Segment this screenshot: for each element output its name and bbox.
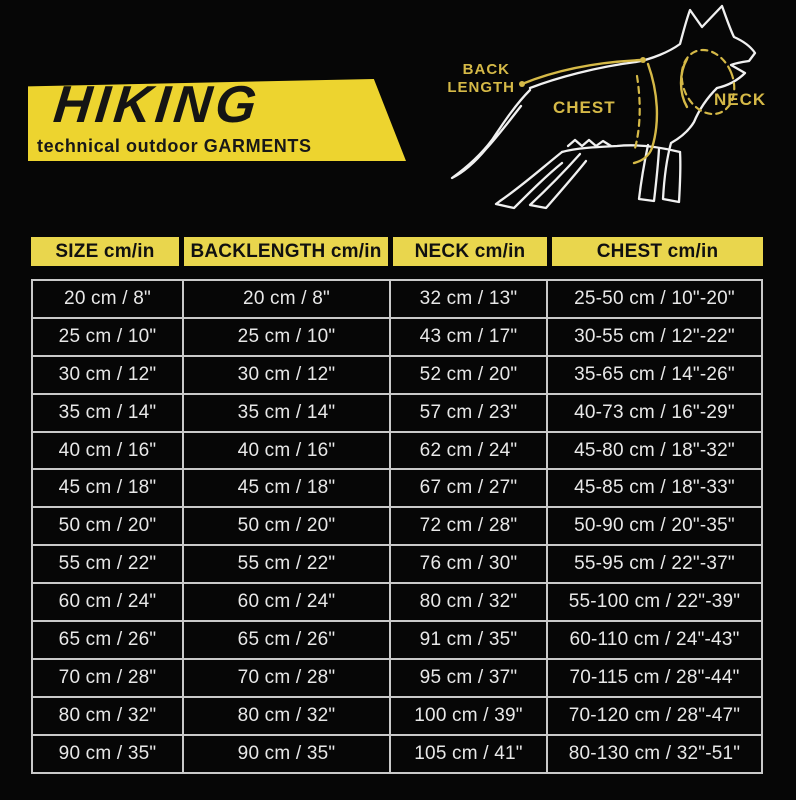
table-row: 45 cm / 18" 45 cm / 18" 67 cm / 27" 45-85 c…: [33, 470, 761, 509]
column-header: CHEST cm/in: [552, 237, 763, 266]
table-cell: 30 cm / 12": [184, 356, 391, 393]
table-cell: 95 cm / 37": [391, 659, 548, 696]
chest-label: CHEST: [553, 98, 616, 117]
dog-measurement-diagram: BACK LENGTH CHEST NECK: [436, 0, 796, 230]
table-cell: 57 cm / 23": [391, 394, 548, 431]
table-row: 90 cm / 35" 90 cm / 35" 105 cm / 41" 80-130…: [33, 735, 761, 772]
table-cell: 80 cm / 32": [184, 697, 391, 734]
table-cell: 50 cm / 20": [33, 508, 184, 545]
table-cell: 70-120 cm / 28"-47": [568, 704, 741, 726]
table-cell: 50-90 cm / 20"-35": [574, 515, 735, 537]
table-cell: 35-65 cm / 14"-26": [574, 363, 735, 385]
table-row: 60 cm / 24" 60 cm / 24" 80 cm / 32" 55-100 …: [33, 584, 761, 623]
table-row: 65 cm / 26" 65 cm / 26" 91 cm / 35" 60-110 …: [33, 622, 761, 660]
table-cell: 20 cm / 8": [33, 281, 184, 317]
table-row: 50 cm / 20" 50 cm / 20" 72 cm / 28" 50-90 c…: [33, 508, 761, 547]
size-table-header-row: SIZE cm/in BACKLENGTH cm/in NECK cm/in CHES…: [31, 237, 763, 266]
table-cell: 72 cm / 28": [391, 508, 548, 545]
table-cell: 45 cm / 18": [33, 470, 184, 507]
table-cell: 100 cm / 39": [391, 697, 548, 734]
table-cell: 80 cm / 32": [391, 584, 548, 621]
back-length-label-line1: BACK: [463, 61, 510, 78]
brand-name: HIKING: [50, 76, 264, 134]
table-cell: 65 cm / 26": [184, 622, 391, 658]
table-cell: 55-95 cm / 22"-37": [574, 553, 735, 575]
table-cell: 55 cm / 22": [184, 546, 391, 583]
dog-outline-icon: BACK LENGTH CHEST NECK: [447, 4, 766, 210]
table-cell: 70 cm / 28": [33, 659, 184, 696]
table-cell: 20 cm / 8": [184, 281, 391, 317]
table-cell: 70-115 cm / 28"-44": [569, 666, 740, 688]
table-cell: 65 cm / 26": [33, 622, 184, 658]
table-cell: 43 cm / 17": [391, 318, 548, 355]
table-row: 30 cm / 12" 30 cm / 12" 52 cm / 20" 35-65 c…: [33, 356, 761, 395]
table-cell: 45-85 cm / 18"-33": [574, 477, 735, 499]
table-cell: 25 cm / 10": [33, 318, 184, 355]
table-row: 70 cm / 28" 70 cm / 28" 95 cm / 37" 70-115 …: [33, 659, 761, 698]
table-cell: 40 cm / 16": [33, 432, 184, 469]
table-row: 80 cm / 32" 80 cm / 32" 100 cm / 39" 70-120…: [33, 697, 761, 736]
table-cell: 70 cm / 28": [184, 659, 391, 696]
back-length-label-line2: LENGTH: [447, 79, 515, 96]
table-cell: 55 cm / 22": [33, 546, 184, 583]
table-cell: 80-130 cm / 32"-51": [568, 742, 741, 764]
table-row: 55 cm / 22" 55 cm / 22" 76 cm / 30" 55-95 c…: [33, 546, 761, 585]
table-cell: 60 cm / 24": [184, 584, 391, 621]
table-cell: 105 cm / 41": [391, 735, 548, 772]
table-cell: 35 cm / 14": [33, 394, 184, 431]
column-header: NECK cm/in: [393, 237, 547, 266]
table-cell: 55-100 cm / 22"-39": [568, 591, 741, 613]
table-cell: 32 cm / 13": [391, 281, 548, 317]
table-cell: 40-73 cm / 16"-29": [574, 401, 735, 423]
table-cell: 40 cm / 16": [184, 432, 391, 469]
table-cell: 35 cm / 14": [184, 394, 391, 431]
table-row: 40 cm / 16" 40 cm / 16" 62 cm / 24" 45-80 c…: [33, 432, 761, 471]
column-header: BACKLENGTH cm/in: [184, 237, 388, 266]
brand-tagline: technical outdoor GARMENTS: [37, 136, 312, 156]
table-cell: 50 cm / 20": [184, 508, 391, 545]
table-row: 25 cm / 10" 25 cm / 10" 43 cm / 17" 30-55 c…: [33, 318, 761, 357]
table-row: 20 cm / 8" 20 cm / 8" 32 cm / 13" 25-50 cm …: [33, 281, 761, 319]
table-cell: 91 cm / 35": [391, 622, 548, 658]
brand-logo: HIKING technical outdoor GARMENTS: [28, 79, 406, 161]
table-cell: 80 cm / 32": [33, 697, 184, 734]
size-table-body: 20 cm / 8" 20 cm / 8" 32 cm / 13" 25-50 cm …: [31, 279, 763, 774]
column-header: SIZE cm/in: [31, 237, 179, 266]
table-cell: 25 cm / 10": [184, 318, 391, 355]
table-row: 35 cm / 14" 35 cm / 14" 57 cm / 23" 40-73 c…: [33, 394, 761, 433]
table-cell: 60 cm / 24": [33, 584, 184, 621]
table-cell: 52 cm / 20": [391, 356, 548, 393]
table-cell: 45 cm / 18": [184, 470, 391, 507]
table-cell: 25-50 cm / 10"-20": [574, 287, 735, 309]
table-cell: 62 cm / 24": [391, 432, 548, 469]
size-table: SIZE cm/in BACKLENGTH cm/in NECK cm/in CHES…: [31, 237, 763, 774]
table-cell: 76 cm / 30": [391, 546, 548, 583]
table-cell: 90 cm / 35": [184, 735, 391, 772]
table-cell: 60-110 cm / 24"-43": [569, 628, 740, 650]
table-cell: 45-80 cm / 18"-32": [574, 439, 735, 461]
table-cell: 90 cm / 35": [33, 735, 184, 772]
neck-label: NECK: [714, 90, 766, 109]
table-cell: 30-55 cm / 12"-22": [574, 325, 735, 347]
table-cell: 67 cm / 27": [391, 470, 548, 507]
table-cell: 30 cm / 12": [33, 356, 184, 393]
